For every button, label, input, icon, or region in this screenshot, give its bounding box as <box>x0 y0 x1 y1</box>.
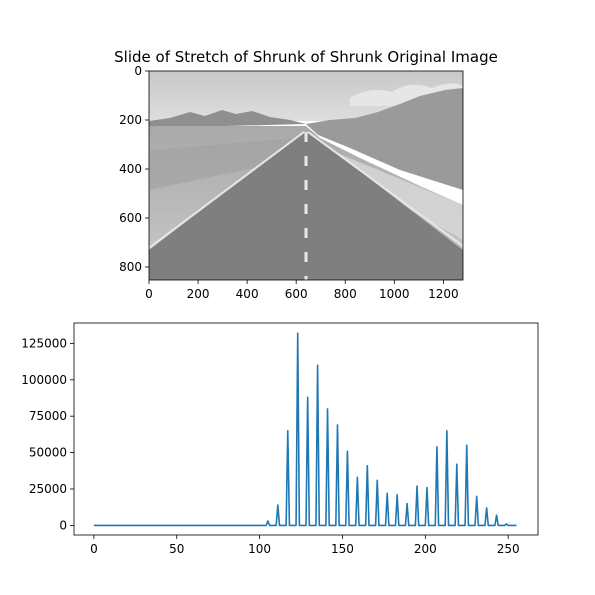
histogram-y-tick-label: 50000 <box>29 446 67 460</box>
image-x-tick-label: 600 <box>285 287 308 301</box>
histogram-y-tick-label: 75000 <box>29 409 67 423</box>
road-image <box>149 71 463 280</box>
image-title: Slide of Stretch of Shrunk of Shrunk Ori… <box>114 48 498 66</box>
image-x-tick-label: 800 <box>334 287 357 301</box>
histogram-axes-frame <box>73 322 539 536</box>
histogram-y-tick-label: 0 <box>59 518 67 532</box>
image-x-tick-label: 0 <box>145 287 153 301</box>
image-x-tick-label: 400 <box>236 287 259 301</box>
image-y-tick-label: 200 <box>119 113 142 127</box>
histogram-y-tick-label: 125000 <box>21 336 67 350</box>
image-panel: Slide of Stretch of Shrunk of Shrunk Ori… <box>114 48 498 301</box>
histogram-x-tick-label: 200 <box>414 542 437 556</box>
histogram-x-tick-label: 150 <box>331 542 354 556</box>
mountains-right <box>306 88 463 190</box>
histogram-x-tick-label: 0 <box>90 542 98 556</box>
image-x-ticks: 0 200 400 600 800 1000 1200 <box>145 280 459 301</box>
histogram-x-tick-label: 250 <box>497 542 520 556</box>
histogram-line <box>93 332 517 527</box>
image-x-tick-label: 1000 <box>379 287 410 301</box>
image-x-tick-label: 200 <box>187 287 210 301</box>
histogram-y-ticks: 0 25000 50000 75000 100000 125000 <box>21 336 74 532</box>
histogram-y-tick-label: 25000 <box>29 482 67 496</box>
shrub-texture-left <box>150 138 295 190</box>
histogram-x-tick-label: 100 <box>248 542 271 556</box>
mountains-left <box>149 110 306 128</box>
image-axes-frame <box>148 70 464 281</box>
histogram-x-tick-label: 50 <box>169 542 184 556</box>
image-y-tick-label: 800 <box>119 260 142 274</box>
image-y-ticks: 0 200 400 600 800 <box>119 64 149 274</box>
histogram-series <box>93 332 517 527</box>
image-y-tick-label: 400 <box>119 162 142 176</box>
road-edge-left <box>149 131 305 249</box>
histogram-panel: 0 50 100 150 200 250 0 25000 50000 75000 100000 12… <box>21 322 539 556</box>
road-edge-right <box>307 131 463 247</box>
image-x-tick-label: 1200 <box>428 287 459 301</box>
image-y-tick-label: 600 <box>119 211 142 225</box>
histogram-x-ticks: 0 50 100 150 200 250 <box>90 535 520 556</box>
image-y-tick-label: 0 <box>134 64 142 78</box>
histogram-y-tick-label: 100000 <box>21 373 67 387</box>
